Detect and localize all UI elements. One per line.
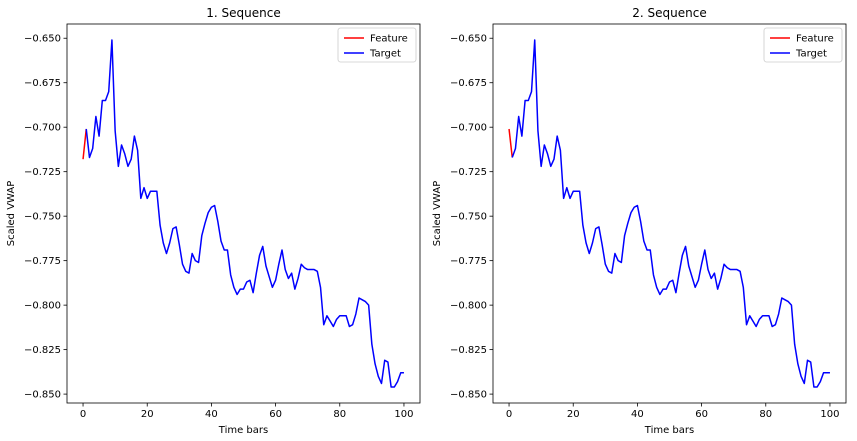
x-tick-label: 100 — [820, 409, 839, 420]
y-tick-label: −0.675 — [24, 78, 61, 89]
x-tick-label: 0 — [506, 409, 512, 420]
axes-frame — [66, 23, 421, 404]
subplot-2: 0 20 40 60 80 100 −0.650 −0.675 −0.700 −0.725 −0.7… — [432, 6, 847, 436]
y-tick-label: −0.825 — [450, 345, 487, 356]
x-axis-label: Time bars — [218, 425, 268, 436]
y-tick-label: −0.725 — [24, 167, 61, 178]
y-tick-label: −0.850 — [450, 390, 487, 401]
x-tick-label: 20 — [141, 409, 154, 420]
chart-title: 1. Sequence — [206, 6, 280, 20]
legend-label-feature: Feature — [796, 34, 834, 45]
y-tick-label: −0.800 — [24, 301, 61, 312]
y-tick-label: −0.850 — [24, 390, 61, 401]
x-axis-label: Time bars — [644, 425, 694, 436]
x-tick-label: 40 — [631, 409, 644, 420]
legend-label-target: Target — [369, 49, 401, 60]
plot-area — [493, 24, 846, 403]
legend-label-feature: Feature — [370, 34, 408, 45]
x-tick-label: 60 — [695, 409, 708, 420]
legend-label-target: Target — [795, 49, 827, 60]
x-tick-label: 80 — [333, 409, 346, 420]
series-line-feature — [82, 128, 87, 160]
series-line-feature — [508, 128, 513, 158]
y-axis-label: Scaled VWAP — [6, 181, 17, 246]
y-tick-label: −0.800 — [450, 301, 487, 312]
y-tick-label: −0.775 — [24, 256, 61, 267]
y-tick-label: −0.700 — [450, 123, 487, 134]
plot-area — [67, 24, 420, 403]
x-tick-label: 80 — [759, 409, 772, 420]
x-tick-label: 20 — [567, 409, 580, 420]
x-tick-label: 40 — [205, 409, 218, 420]
subplot-1: 0 20 40 60 80 100 −0.650 −0.675 −0.700 −0.725 −0.7… — [6, 6, 421, 436]
x-tick-label: 0 — [80, 409, 86, 420]
axes-frame — [492, 23, 847, 404]
x-tick-label: 100 — [394, 409, 413, 420]
series-line-target — [85, 39, 404, 388]
y-tick-label: −0.725 — [450, 167, 487, 178]
y-tick-label: −0.675 — [450, 78, 487, 89]
y-axis-label: Scaled VWAP — [432, 181, 443, 246]
series-line-target — [511, 39, 830, 388]
y-tick-label: −0.750 — [450, 212, 487, 223]
y-tick-label: −0.775 — [450, 256, 487, 267]
y-tick-label: −0.650 — [450, 34, 487, 45]
y-tick-label: −0.750 — [24, 212, 61, 223]
chart-title: 2. Sequence — [632, 6, 706, 20]
y-tick-label: −0.825 — [24, 345, 61, 356]
x-tick-label: 60 — [269, 409, 282, 420]
y-tick-label: −0.700 — [24, 123, 61, 134]
y-tick-label: −0.650 — [24, 34, 61, 45]
